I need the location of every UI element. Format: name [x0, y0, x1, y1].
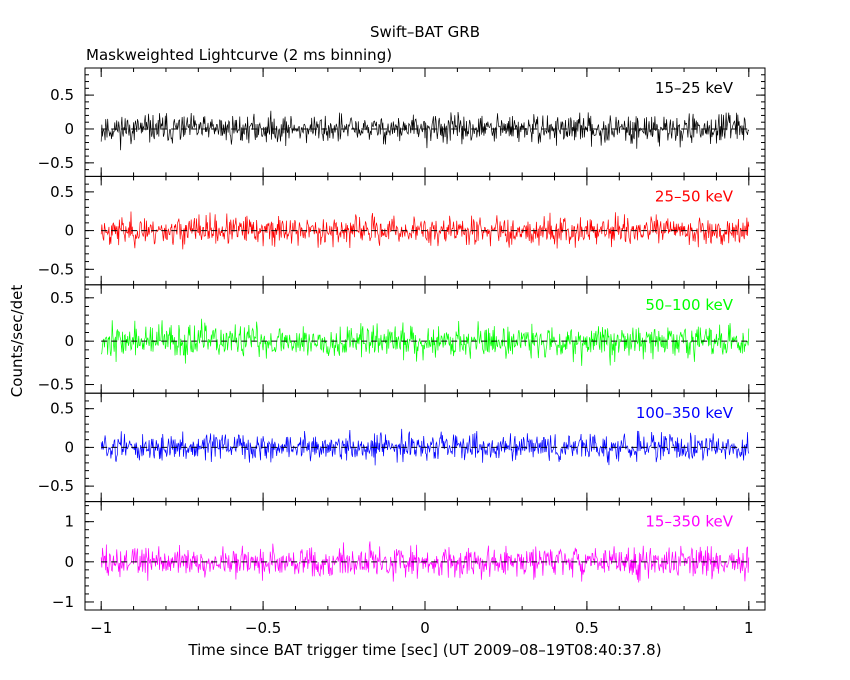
- panel-4: −0.5 0 0.5 100–350 keV: [38, 392, 766, 503]
- y-tick-label: 0: [64, 332, 74, 350]
- y-tick-label: −0.5: [38, 260, 74, 278]
- y-axis-label: Counts/sec/det: [8, 285, 26, 398]
- panel-3: −0.5 0 0.5 50–100 keV: [38, 284, 766, 394]
- y-tick-label: −1: [52, 593, 74, 611]
- y-tick-label: −0.5: [38, 376, 74, 394]
- lightcurve-trace: [100, 110, 750, 151]
- y-tick-label: −0.5: [38, 154, 74, 172]
- band-label: 50–100 keV: [645, 296, 733, 314]
- lightcurve-trace: [100, 211, 750, 250]
- lightcurve-trace: [100, 541, 750, 583]
- x-tick-label: 1: [744, 619, 754, 637]
- panel-stack: −0.5 0 0.5 15–25 keV −0.5 0 0.5 25–50 keV −0.5 0 0…: [38, 67, 766, 637]
- x-tick-labels: −1 −0.5 0 0.5 1: [90, 619, 753, 637]
- band-label: 15–25 keV: [655, 79, 734, 97]
- x-tick-label: −0.5: [245, 619, 281, 637]
- panel-5: −1 0 1 15–350 keV: [52, 501, 766, 611]
- y-tick-label: 1: [64, 513, 74, 531]
- band-label: 25–50 keV: [655, 187, 734, 205]
- y-tick-label: 0.5: [50, 289, 74, 307]
- y-tick-label: 0: [64, 438, 74, 456]
- y-tick-label: 0.5: [50, 183, 74, 201]
- lightcurve-trace: [100, 428, 750, 466]
- band-label: 100–350 keV: [636, 404, 734, 422]
- y-tick-label: 0.5: [50, 86, 74, 104]
- band-label: 15–350 keV: [645, 513, 733, 531]
- lightcurve-trace: [100, 318, 750, 366]
- x-tick-label: 0: [420, 619, 430, 637]
- figure-subtitle: Maskweighted Lightcurve (2 ms binning): [86, 46, 392, 64]
- y-tick-label: −0.5: [38, 477, 74, 495]
- x-tick-label: −1: [90, 619, 112, 637]
- panel-1: −0.5 0 0.5 15–25 keV: [38, 67, 766, 177]
- y-tick-label: 0.5: [50, 400, 74, 418]
- y-tick-label: 0: [64, 120, 74, 138]
- y-tick-label: 0: [64, 553, 74, 571]
- figure-title: Swift–BAT GRB: [370, 23, 480, 41]
- y-tick-label: 0: [64, 222, 74, 240]
- panel-2: −0.5 0 0.5 25–50 keV: [38, 175, 766, 286]
- x-tick-label: 0.5: [575, 619, 599, 637]
- x-axis-label: Time since BAT trigger time [sec] (UT 20…: [187, 641, 661, 659]
